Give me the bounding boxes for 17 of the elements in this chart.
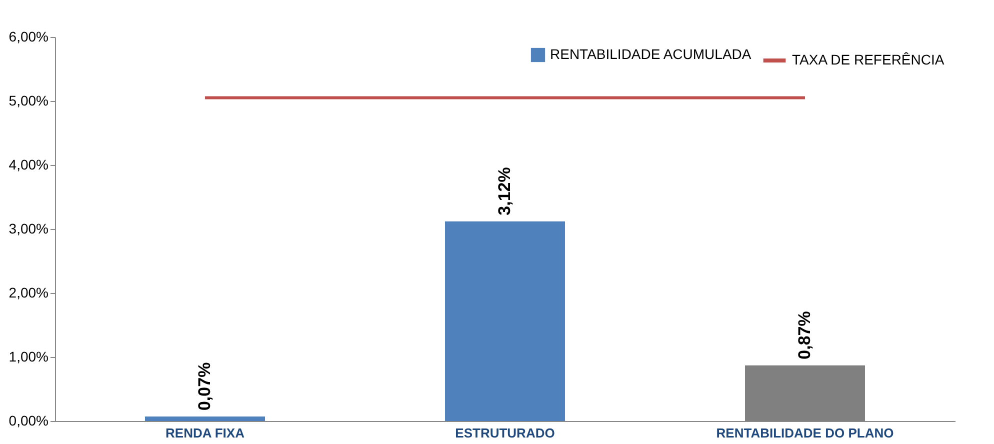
x-tick-label: ESTRUTURADO	[455, 426, 555, 440]
legend-label: RENTABILIDADE ACUMULADA	[550, 46, 752, 62]
y-tick-label: 5,00%	[8, 92, 48, 108]
y-tick-label: 4,00%	[8, 156, 48, 172]
bar	[445, 221, 565, 421]
data-label: 0,07%	[195, 362, 214, 411]
y-tick-label: 2,00%	[8, 284, 48, 300]
bar	[145, 416, 265, 421]
legend-label: TAXA DE REFERÊNCIA	[792, 52, 945, 68]
x-tick-label: RENDA FIXA	[166, 426, 246, 440]
y-tick-label: 0,00%	[8, 412, 48, 428]
x-tick-label: RENTABILIDADE DO PLANO	[716, 426, 894, 440]
y-tick-label: 1,00%	[8, 348, 48, 364]
y-tick-label: 6,00%	[8, 28, 48, 44]
data-label: 0,87%	[795, 311, 814, 360]
data-label: 3,12%	[495, 167, 514, 216]
y-tick-label: 3,00%	[8, 220, 48, 236]
